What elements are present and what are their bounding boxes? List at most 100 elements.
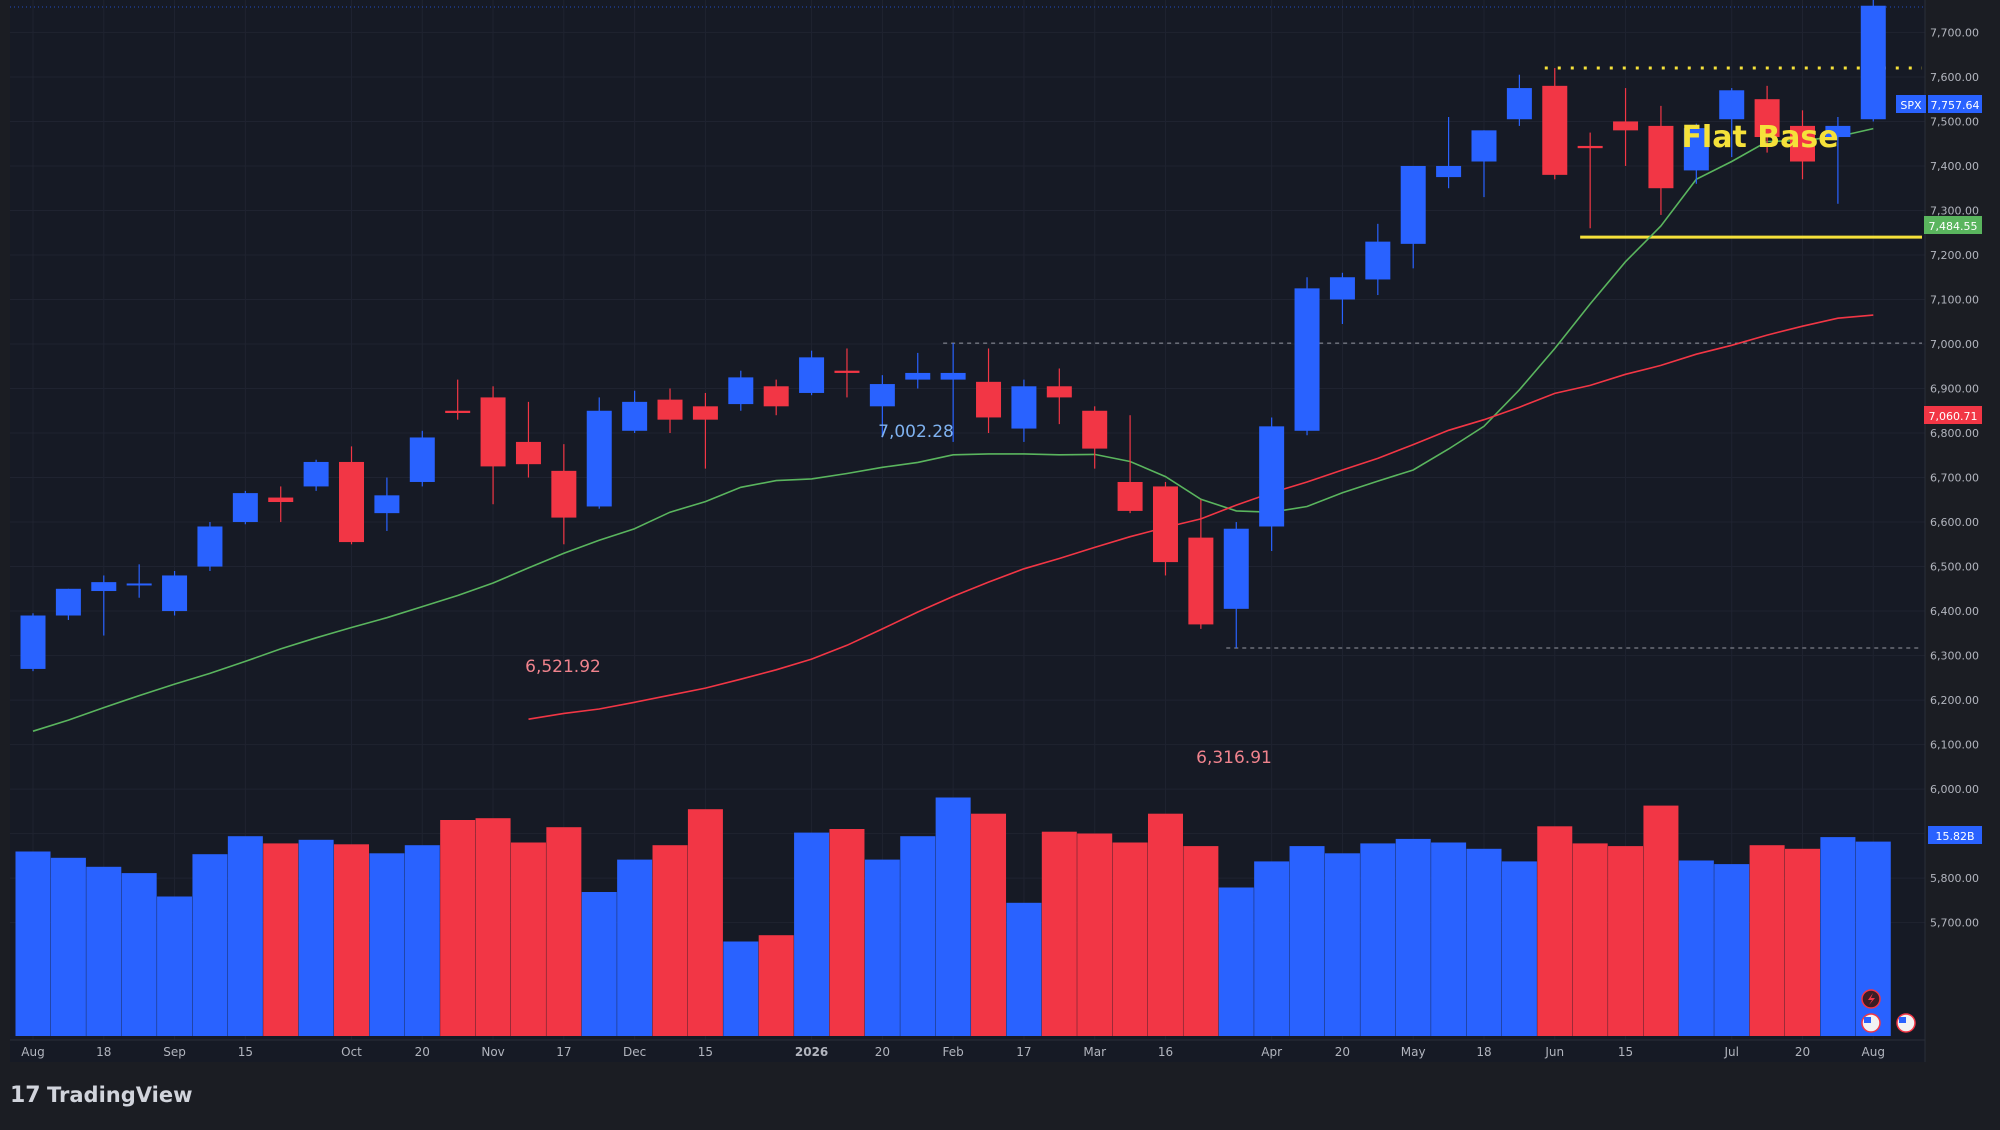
candle-23 (834, 348, 860, 398)
candle-40 (1436, 116, 1462, 189)
candle-17 (622, 390, 648, 434)
y-tick-label-17: 6,200.00 (1930, 694, 1979, 707)
candle-body-33 (1188, 537, 1214, 625)
candle-35 (1259, 417, 1285, 551)
candle-body-9 (339, 461, 365, 543)
annotations: Flat Base 7,002.28 6,521.92 6,316.91 (525, 120, 1838, 768)
x-tick-label-14: Mar (1083, 1045, 1106, 1059)
candle-body-41 (1471, 130, 1497, 162)
candle-body-5 (197, 526, 223, 567)
candle-9 (339, 446, 365, 545)
tradingview-logo-icon[interactable]: 17 (10, 1083, 41, 1108)
candle-14 (515, 401, 541, 478)
candle-34 (1223, 522, 1249, 649)
candle-body-50 (1790, 125, 1815, 162)
x-tick-label-24: Aug (1862, 1045, 1885, 1059)
y-tick-label-3: 7,600.00 (1930, 71, 1979, 84)
candle-body-48 (1719, 90, 1745, 120)
x-tick-label-4: Oct (341, 1045, 362, 1059)
time-axis[interactable]: Aug 18 Sep 15 Oct 20 Nov 17 Dec 15 2026 20 Feb 17 Mar 1… (10, 1039, 1925, 1059)
series-line-ma_fast (32, 127, 1874, 732)
volume-bar-50 (1785, 848, 1820, 1036)
candle-body-31 (1117, 481, 1143, 511)
candle-2 (91, 575, 117, 636)
volume-bar-44 (1572, 843, 1608, 1036)
candle-body-4 (162, 575, 188, 612)
candle-51 (1825, 116, 1851, 204)
candle-29 (1046, 368, 1072, 425)
candle-41 (1471, 130, 1497, 198)
candle-33 (1188, 499, 1214, 629)
candle-body-20 (728, 377, 754, 405)
volume-bar-38 (1360, 843, 1396, 1036)
x-tick-label-17: 20 (1335, 1045, 1350, 1059)
x-tick-label-1: 18 (96, 1045, 111, 1059)
volume-bar-9 (334, 844, 370, 1036)
volume-bar-39 (1395, 838, 1431, 1036)
candle-body-21 (763, 386, 789, 407)
volume-bar-37 (1324, 853, 1360, 1036)
candle-39 (1400, 165, 1426, 269)
candle-body-52 (1860, 5, 1886, 120)
branding[interactable]: 17 TradingView (10, 1083, 192, 1108)
candle-body-0 (20, 615, 46, 669)
volume-bar-16 (581, 892, 617, 1036)
candle-body-42 (1506, 88, 1532, 120)
volume-bar-8 (298, 839, 334, 1036)
status-icons[interactable] (1861, 989, 1916, 1033)
volume-bar-17 (617, 859, 653, 1036)
tradingview-wordmark[interactable]: TradingView (47, 1083, 192, 1107)
x-tick-label-22: Jul (1723, 1045, 1738, 1059)
volume-bar-31 (1112, 842, 1148, 1036)
low-label-2: 6,316.91 (1196, 748, 1272, 768)
candle-body-1 (55, 588, 81, 616)
candle-0 (20, 613, 46, 672)
volume-bar-11 (404, 845, 440, 1036)
candle-19 (692, 392, 718, 469)
price-axis[interactable]: 7,900.007,800.007,700.007,600.007,500.00… (1924, 0, 1979, 1062)
candle-16 (586, 397, 612, 509)
volume-bar-40 (1431, 842, 1467, 1036)
candle-46 (1648, 105, 1674, 215)
candle-body-39 (1400, 165, 1426, 244)
candle-body-18 (657, 399, 683, 420)
last-price-label: 7,757.64 (1931, 99, 1980, 112)
y-tick-label-12: 6,700.00 (1930, 472, 1979, 485)
candle-21 (763, 379, 789, 416)
candle-body-25 (905, 372, 931, 380)
volume-bar-34 (1218, 887, 1254, 1036)
candle-body-38 (1365, 241, 1391, 280)
candle-body-22 (799, 357, 825, 393)
volume-bar-32 (1147, 813, 1183, 1036)
candle-25 (905, 352, 931, 389)
y-tick-label-15: 6,400.00 (1930, 605, 1979, 618)
y-tick-label-16: 6,300.00 (1930, 650, 1979, 663)
x-tick-label-10: 2026 (795, 1045, 828, 1059)
volume-bar-43 (1537, 826, 1573, 1036)
candle-47 (1683, 123, 1709, 184)
volume-bar-21 (758, 935, 794, 1036)
x-tick-label-18: May (1401, 1045, 1426, 1059)
candle-body-36 (1294, 288, 1320, 431)
volume-bar-23 (829, 829, 865, 1036)
x-tick-label-5: 20 (415, 1045, 430, 1059)
volume-label: 15.82B (1935, 830, 1974, 843)
peak-label: 7,002.28 (878, 422, 954, 442)
ma-fast-tag (1924, 216, 1982, 234)
volume-bar-36 (1289, 846, 1325, 1036)
y-tick-label-8: 7,100.00 (1930, 293, 1979, 306)
candle-31 (1117, 415, 1143, 514)
candle-6 (232, 490, 258, 525)
flat-base-label: Flat Base (1681, 120, 1838, 155)
ma-fast-label: 7,484.55 (1929, 220, 1978, 233)
x-tick-label-7: 17 (556, 1045, 571, 1059)
candle-body-14 (515, 441, 541, 465)
candle-1 (55, 588, 81, 620)
candle-44 (1577, 132, 1603, 229)
x-tick-label-19: 18 (1476, 1045, 1491, 1059)
volume-bar-28 (1006, 902, 1042, 1036)
candle-body-13 (480, 397, 506, 467)
candle-body-30 (1082, 410, 1108, 449)
